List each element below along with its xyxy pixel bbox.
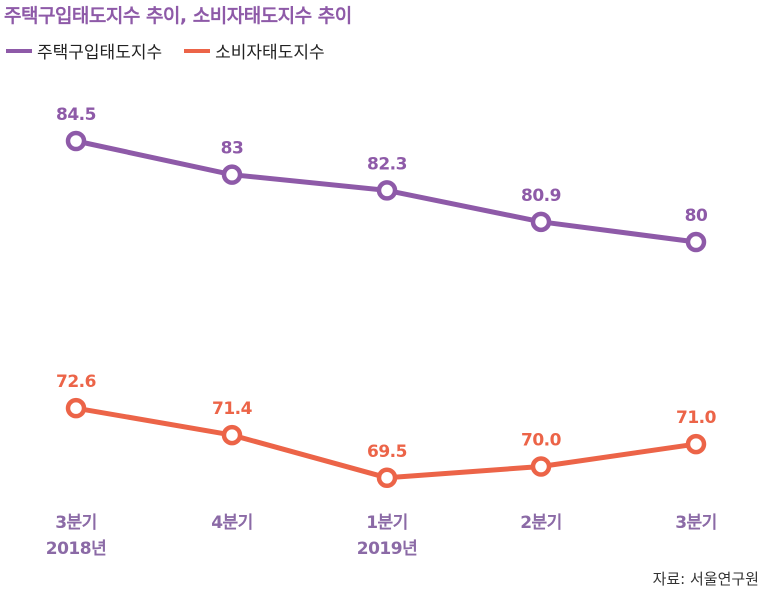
data-label-consumer: 71.0: [676, 408, 717, 428]
data-label-consumer: 72.6: [56, 372, 96, 392]
x-tick-label: 2018년: [46, 539, 106, 559]
legend-swatch-housing: [6, 48, 32, 53]
source-note: 자료: 서울연구원: [652, 570, 759, 588]
data-label-housing: 82.3: [367, 154, 407, 174]
data-point-consumer: [65, 397, 87, 419]
data-point-housing: [530, 211, 552, 233]
x-tick-label: 1분기: [366, 513, 408, 533]
x-tick-label: 2분기: [520, 513, 562, 533]
data-label-consumer: 69.5: [367, 442, 407, 462]
data-label-housing: 83: [221, 139, 244, 159]
data-label-consumer: 71.4: [212, 399, 253, 419]
data-point-housing: [685, 231, 707, 253]
data-point-consumer: [221, 424, 243, 446]
x-tick-label: 3분기: [675, 513, 717, 533]
data-label-housing: 80: [685, 206, 708, 226]
legend-label-consumer: 소비자태도지수: [215, 43, 325, 63]
legend-label-housing: 주택구입태도지수: [37, 43, 163, 63]
legend-item-consumer: 소비자태도지수: [184, 38, 325, 63]
data-point-consumer: [685, 433, 707, 455]
x-tick-label: 4분기: [211, 513, 253, 533]
data-label-housing: 80.9: [521, 186, 561, 206]
chart-title: 주택구입태도지수 추이, 소비자태도지수 추이: [4, 5, 352, 27]
data-label-housing: 84.5: [56, 105, 96, 125]
legend-item-housing: 주택구입태도지수: [6, 38, 162, 63]
x-tick-label: 2019년: [357, 539, 417, 559]
data-point-consumer: [530, 456, 552, 477]
data-point-consumer: [376, 467, 398, 488]
legend: 주택구입태도지수 소비자태도지수: [6, 38, 347, 63]
legend-swatch-consumer: [184, 48, 211, 53]
data-point-housing: [221, 164, 243, 185]
data-label-consumer: 70.0: [521, 431, 562, 451]
data-point-housing: [376, 180, 398, 201]
data-point-housing: [65, 130, 87, 152]
x-tick-label: 3분기: [55, 513, 97, 533]
